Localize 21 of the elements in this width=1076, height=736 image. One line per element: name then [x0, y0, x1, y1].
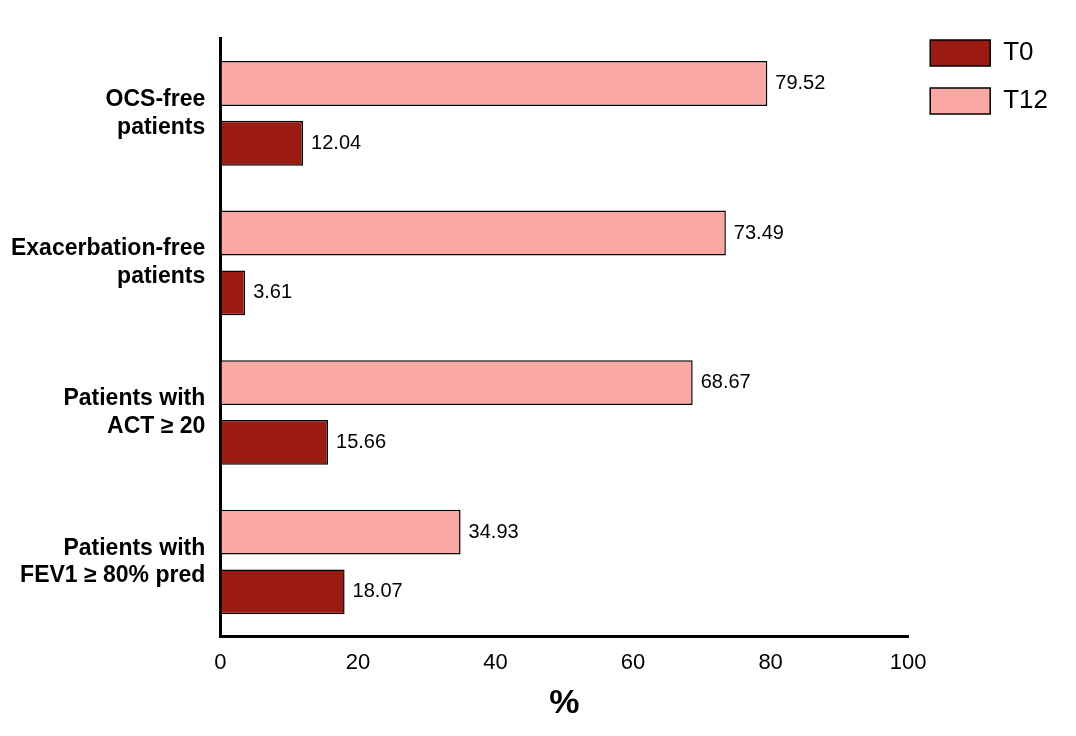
y-tick-label: Exacerbation-free patients: [10, 234, 206, 289]
x-tick-label: 40: [483, 649, 508, 675]
y-tick-label: OCS-free patients: [105, 84, 206, 139]
y-tick-label: Patients with ACT ≥ 20: [63, 384, 206, 438]
data-label: 73.49: [733, 220, 784, 243]
legend-label: T0: [1003, 36, 1034, 67]
data-label: 15.66: [336, 429, 387, 452]
x-tick-label: 60: [620, 649, 646, 675]
x-tick-label: 0: [214, 649, 227, 675]
data-label: 3.61: [253, 280, 293, 303]
legend-label: T12: [1003, 84, 1049, 115]
y-tick-label: Patients with FEV1 ≥ 80% pred: [20, 533, 206, 588]
x-tick-label: 100: [889, 649, 927, 675]
data-label: 68.67: [700, 370, 751, 393]
x-tick-label: 20: [345, 649, 371, 675]
x-tick-label: 80: [758, 649, 783, 675]
data-label: 18.07: [352, 579, 403, 602]
x-axis-title: %: [549, 681, 580, 720]
data-label: 79.52: [775, 70, 826, 93]
data-label: 12.04: [311, 130, 362, 153]
data-label: 34.93: [468, 519, 519, 542]
